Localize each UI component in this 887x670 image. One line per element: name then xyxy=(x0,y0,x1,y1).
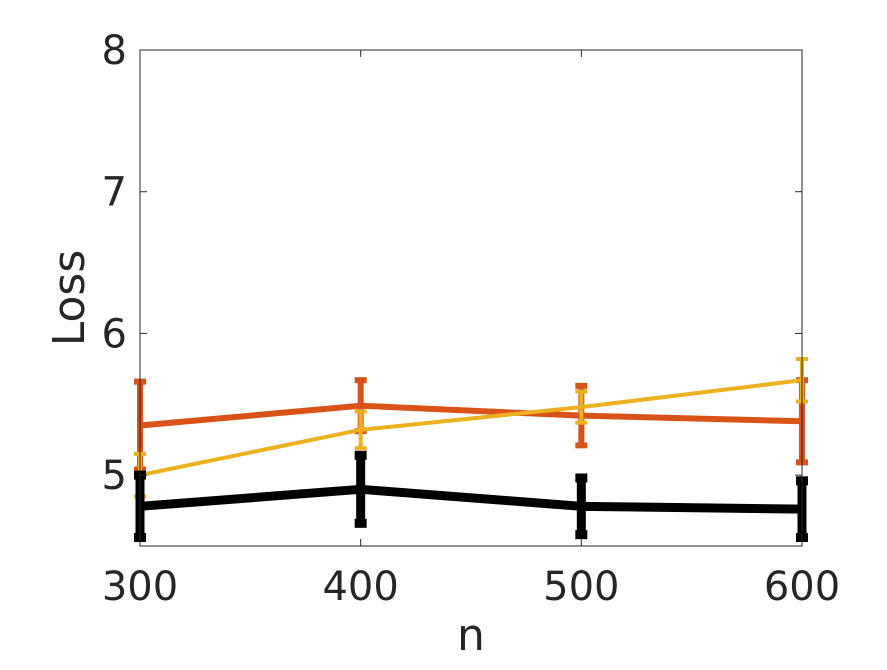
y-tick-label: 8 xyxy=(102,28,127,74)
x-axis-title: n xyxy=(457,610,485,661)
x-tick-label: 600 xyxy=(764,564,840,610)
error-bar xyxy=(575,478,587,535)
x-tick-label: 300 xyxy=(102,564,178,610)
x-tick-label: 400 xyxy=(322,564,398,610)
plot-area xyxy=(140,50,802,546)
y-axis-title: Loss xyxy=(44,250,95,347)
y-tick-label: 5 xyxy=(102,453,127,499)
y-tick-label: 7 xyxy=(102,170,127,216)
x-tick-label: 500 xyxy=(543,564,619,610)
y-tick-label: 6 xyxy=(102,311,127,357)
error-bar xyxy=(355,455,367,523)
